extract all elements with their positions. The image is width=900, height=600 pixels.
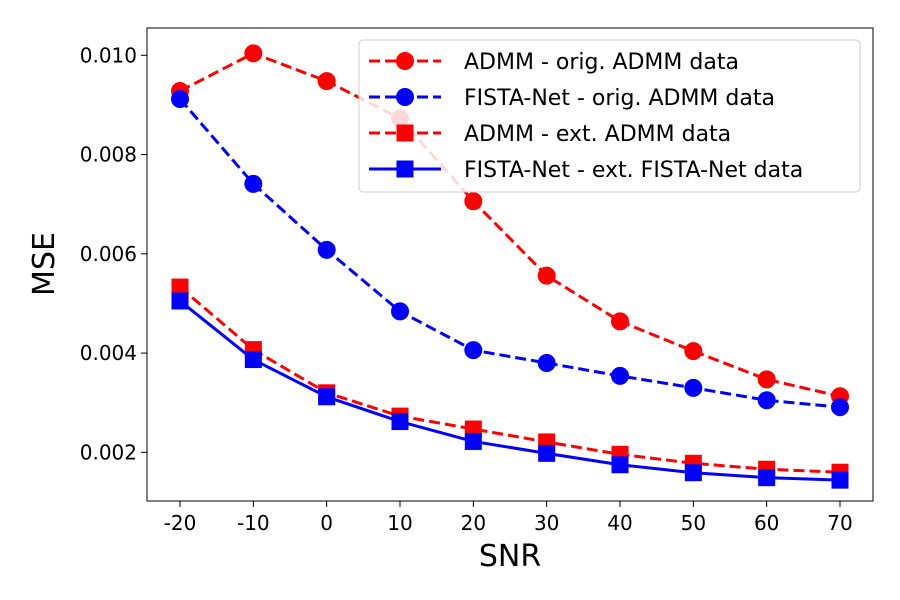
- data-point: [537, 354, 556, 373]
- x-axis: -20 -10 0 10 20 30 40 50 60 70: [164, 501, 853, 535]
- y-tick-label: 0.008: [80, 143, 137, 167]
- y-tick-label: 0.004: [80, 341, 137, 365]
- data-point: [757, 391, 776, 410]
- legend-box: [358, 39, 861, 193]
- data-point: [391, 413, 409, 431]
- x-tick-label: 10: [387, 511, 412, 535]
- data-point: [391, 302, 409, 321]
- y-tick-label: 0.006: [80, 242, 137, 266]
- series-line: [179, 285, 841, 474]
- data-point: [171, 292, 189, 310]
- legend-entry-2: FISTA-Net - orig. ADMM data: [369, 86, 775, 111]
- legend-label: ADMM - ext. ADMM data: [464, 122, 731, 147]
- data-point: [318, 388, 336, 406]
- legend-items: ADMM - orig. ADMM data FISTA-Net - orig. …: [369, 50, 803, 183]
- plot-frame: [146, 27, 874, 502]
- legend-marker: [396, 52, 414, 70]
- series-3: [171, 278, 849, 481]
- series-4: [171, 292, 849, 489]
- y-tick-label: 0.002: [80, 440, 137, 464]
- data-point: [684, 378, 703, 397]
- x-axis-title: SNR: [479, 539, 541, 574]
- series-line: [179, 51, 841, 398]
- data-point: [611, 366, 629, 385]
- legend-entry-1: ADMM - orig. ADMM data: [369, 50, 739, 75]
- legend-label: FISTA-Net - ext. FISTA-Net data: [464, 158, 803, 183]
- data-point: [171, 89, 189, 108]
- legend-entry-4: FISTA-Net - ext. FISTA-Net data: [369, 158, 803, 183]
- data-point: [831, 398, 849, 417]
- y-axis-title: MSE: [27, 232, 62, 296]
- data-point: [538, 444, 556, 462]
- data-point: [244, 44, 263, 63]
- legend-label: ADMM - orig. ADMM data: [464, 50, 739, 75]
- data-point: [831, 471, 849, 489]
- x-tick-label: 0: [320, 511, 333, 535]
- data-point: [684, 342, 703, 361]
- legend-label: FISTA-Net - orig. ADMM data: [464, 86, 775, 111]
- data-point: [464, 192, 483, 211]
- data-point: [317, 72, 336, 91]
- data-point: [317, 240, 336, 259]
- x-tick-label: 70: [827, 511, 852, 535]
- legend: ADMM - orig. ADMM data FISTA-Net - orig. …: [358, 39, 861, 193]
- data-point: [244, 351, 262, 369]
- data-point: [464, 341, 483, 360]
- x-tick-label: 60: [754, 511, 779, 535]
- data-point: [244, 174, 263, 193]
- series-line: [179, 299, 841, 482]
- data-point: [464, 432, 482, 450]
- x-tick-label: 50: [681, 511, 706, 535]
- data-point: [537, 266, 556, 285]
- data-point: [757, 370, 776, 389]
- data-point: [758, 469, 776, 487]
- legend-marker: [396, 160, 414, 178]
- y-tick-label: 0.010: [80, 43, 137, 67]
- x-tick-label: -20: [164, 511, 197, 535]
- legend-entry-3: ADMM - ext. ADMM data: [369, 122, 731, 147]
- series-line: [178, 97, 841, 409]
- x-tick-label: -10: [237, 511, 270, 535]
- x-tick-label: 30: [534, 511, 559, 535]
- y-axis: 0.002 0.004 0.006 0.008 0.010: [80, 43, 147, 464]
- data-point: [611, 456, 629, 474]
- legend-marker: [396, 124, 414, 142]
- x-tick-label: 40: [607, 511, 632, 535]
- data-point: [611, 312, 629, 331]
- data-point: [684, 464, 702, 482]
- legend-marker: [396, 88, 414, 106]
- x-tick-label: 20: [461, 511, 486, 535]
- series-2: [171, 89, 849, 417]
